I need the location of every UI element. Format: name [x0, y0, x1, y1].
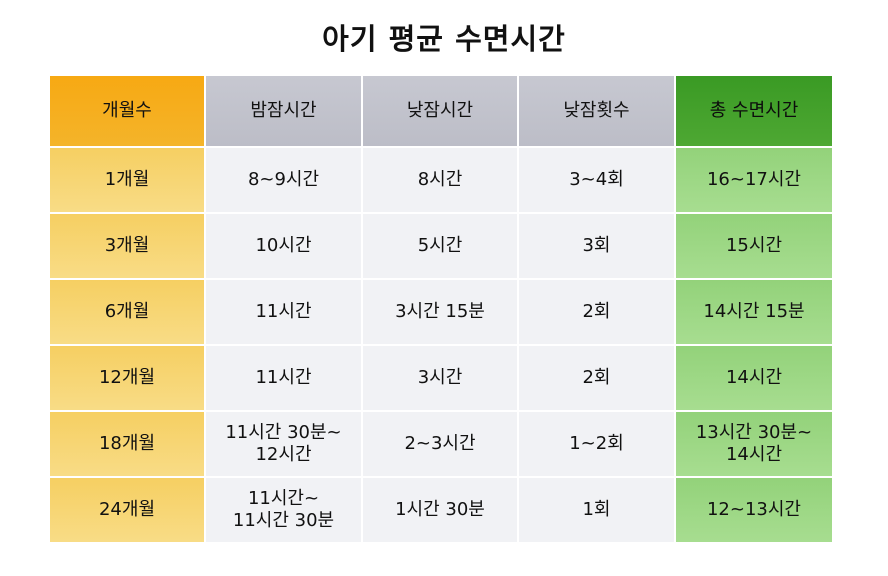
cell-text: 18개월 [98, 433, 156, 454]
table-row: 12개월 11시간 3시간 2회 14시간 [50, 346, 832, 412]
cell-months: 3개월 [50, 214, 206, 280]
cell-text: 12개월 [98, 367, 156, 388]
cell-text: 12~13시간 [706, 499, 801, 520]
cell-text: 11시간 30분~ 12시간 [225, 422, 342, 465]
cell-text: 11시간 [255, 301, 312, 322]
cell-night-sleep: 11시간 30분~ 12시간 [206, 412, 363, 478]
cell-nap-time: 5시간 [363, 214, 519, 280]
cell-text: 8시간 [417, 169, 463, 190]
cell-text: 2회 [582, 301, 611, 322]
cell-total-sleep: 12~13시간 [676, 478, 832, 544]
cell-total-sleep: 16~17시간 [676, 148, 832, 214]
cell-total-sleep: 14시간 [676, 346, 832, 412]
cell-nap-time: 3시간 15분 [363, 280, 519, 346]
cell-months: 24개월 [50, 478, 206, 544]
cell-months: 12개월 [50, 346, 206, 412]
cell-nap-count: 2회 [519, 346, 676, 412]
table-row: 6개월 11시간 3시간 15분 2회 14시간 15분 [50, 280, 832, 346]
cell-text: 24개월 [98, 499, 156, 520]
cell-text: 3시간 [417, 367, 463, 388]
sleep-table: 개월수 밤잠시간 낮잠시간 낮잠횟수 총 수면시간 1개월 8~9시간 8시간 … [50, 76, 832, 544]
cell-text: 2~3시간 [404, 433, 476, 454]
cell-months: 18개월 [50, 412, 206, 478]
table-row: 18개월 11시간 30분~ 12시간 2~3시간 1~2회 13시간 30분~… [50, 412, 832, 478]
cell-nap-count: 3~4회 [519, 148, 676, 214]
cell-nap-time: 3시간 [363, 346, 519, 412]
table-row: 24개월 11시간~ 11시간 30분 1시간 30분 1회 12~13시간 [50, 478, 832, 544]
cell-text: 11시간~ 11시간 30분 [232, 488, 335, 531]
header-row: 개월수 밤잠시간 낮잠시간 낮잠횟수 총 수면시간 [50, 76, 832, 148]
table-row: 3개월 10시간 5시간 3회 15시간 [50, 214, 832, 280]
cell-text: 3시간 15분 [395, 301, 485, 322]
cell-total-sleep: 15시간 [676, 214, 832, 280]
cell-text: 1회 [582, 499, 611, 520]
cell-night-sleep: 11시간 [206, 280, 363, 346]
cell-text: 1시간 30분 [395, 499, 485, 520]
cell-text: 13시간 30분~ 14시간 [695, 422, 813, 465]
cell-nap-time: 1시간 30분 [363, 478, 519, 544]
header-total-sleep: 총 수면시간 [676, 76, 832, 148]
cell-text: 16~17시간 [706, 169, 801, 190]
cell-text: 1개월 [104, 169, 150, 190]
cell-night-sleep: 10시간 [206, 214, 363, 280]
cell-total-sleep: 13시간 30분~ 14시간 [676, 412, 832, 478]
cell-text: 3~4회 [569, 169, 624, 190]
cell-text: 3회 [582, 235, 611, 256]
cell-months: 6개월 [50, 280, 206, 346]
cell-nap-count: 1~2회 [519, 412, 676, 478]
cell-text: 14시간 15분 [703, 301, 805, 322]
cell-total-sleep: 14시간 15분 [676, 280, 832, 346]
header-months: 개월수 [50, 76, 206, 148]
page-title: 아기 평균 수면시간 [322, 22, 566, 56]
cell-text: 14시간 [725, 367, 783, 388]
cell-night-sleep: 11시간 [206, 346, 363, 412]
cell-nap-count: 2회 [519, 280, 676, 346]
table-row: 1개월 8~9시간 8시간 3~4회 16~17시간 [50, 148, 832, 214]
cell-text: 6개월 [104, 301, 150, 322]
header-nap-time: 낮잠시간 [363, 76, 519, 148]
cell-text: 10시간 [255, 235, 312, 256]
cell-nap-count: 3회 [519, 214, 676, 280]
cell-text: 8~9시간 [247, 169, 320, 190]
cell-night-sleep: 11시간~ 11시간 30분 [206, 478, 363, 544]
cell-text: 1~2회 [569, 433, 624, 454]
header-nap-count: 낮잠횟수 [519, 76, 676, 148]
cell-text: 5시간 [417, 235, 463, 256]
cell-nap-time: 2~3시간 [363, 412, 519, 478]
cell-text: 3개월 [104, 235, 150, 256]
cell-text: 11시간 [255, 367, 312, 388]
cell-text: 2회 [582, 367, 611, 388]
cell-text: 15시간 [725, 235, 783, 256]
cell-nap-count: 1회 [519, 478, 676, 544]
cell-nap-time: 8시간 [363, 148, 519, 214]
cell-months: 1개월 [50, 148, 206, 214]
header-night-sleep: 밤잠시간 [206, 76, 363, 148]
cell-night-sleep: 8~9시간 [206, 148, 363, 214]
